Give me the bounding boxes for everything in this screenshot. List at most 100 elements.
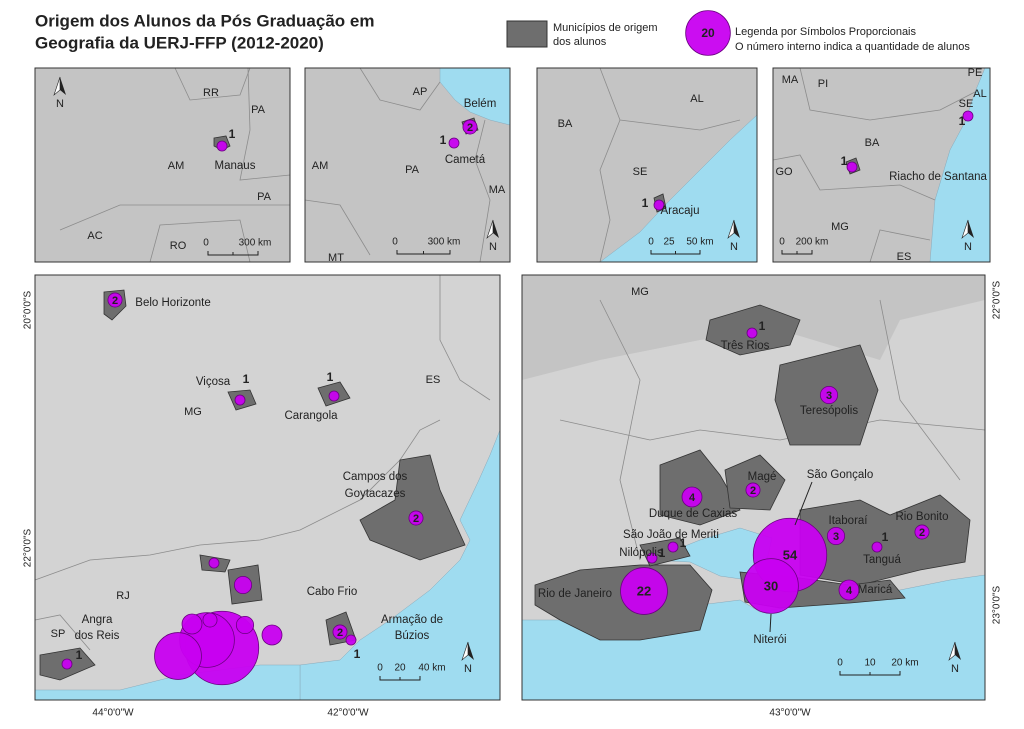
scale-label: 200 km <box>796 237 829 248</box>
north-arrow <box>486 219 494 239</box>
region-label: MA <box>489 184 506 196</box>
proportional-symbol <box>685 10 731 56</box>
title: Origem dos Alunos da Pós Graduação em <box>35 11 374 30</box>
north-label: N <box>464 663 472 675</box>
proportional-symbol <box>181 613 203 635</box>
proportional-symbol <box>408 510 424 526</box>
region-label: AL <box>973 88 986 100</box>
count-label: 4 <box>689 492 696 504</box>
region-label: PA <box>257 191 272 203</box>
proportional-symbol <box>448 137 460 149</box>
scale-label: 20 <box>394 663 406 674</box>
leader-line <box>794 481 813 526</box>
region-label: ES <box>897 251 912 263</box>
scale-label: 40 km <box>418 663 445 674</box>
region-label: RR <box>203 87 219 99</box>
proportional-symbol <box>826 526 846 546</box>
count-label: 30 <box>764 578 778 593</box>
place-label: Angra <box>82 614 113 626</box>
proportional-symbol <box>107 292 123 308</box>
place-label: Manaus <box>215 160 256 172</box>
place-label: Nilópolis <box>619 547 663 559</box>
scale-label: 25 <box>663 237 675 248</box>
north-arrow <box>493 220 499 238</box>
place-label: Belém <box>464 98 497 110</box>
map-frame <box>772 67 991 263</box>
inset-4 <box>772 67 991 263</box>
region-label: AC <box>87 230 102 242</box>
proportional-symbol <box>914 524 930 540</box>
region-label: RO <box>170 240 187 252</box>
region-label: MG <box>831 221 849 233</box>
count-label: 1 <box>76 648 83 662</box>
place-label: São João de Meriti <box>623 529 719 541</box>
region-label: MG <box>631 286 649 298</box>
proportional-symbol <box>154 632 202 680</box>
proportional-symbol <box>745 482 761 498</box>
north-arrow <box>727 219 735 239</box>
region-label: PI <box>818 78 828 90</box>
proportional-symbol <box>746 327 758 339</box>
scale-label: 0 <box>648 237 654 248</box>
proportional-symbol <box>667 541 679 553</box>
scale-label: 0 <box>779 237 785 248</box>
place-label: São Gonçalo <box>807 469 874 481</box>
proportional-symbol <box>681 486 703 508</box>
coordinate-label: 23°0'0"S <box>992 585 1003 624</box>
place-label: Viçosa <box>196 376 231 388</box>
count-label: 1 <box>759 319 766 333</box>
map-frame <box>34 274 501 701</box>
north-label: N <box>951 663 959 675</box>
count-label: 1 <box>354 647 361 661</box>
north-arrow <box>461 641 469 661</box>
proportional-symbol <box>653 199 665 211</box>
inset-2 <box>304 67 511 263</box>
scale-bar <box>379 676 421 681</box>
legend-value: 20 <box>701 26 715 40</box>
legend-text: Legenda por Símbolos Proporcionais <box>735 26 917 38</box>
count-label: 1 <box>243 372 250 386</box>
count-label: 1 <box>229 127 236 141</box>
scale-bar <box>396 250 451 255</box>
count-label: 1 <box>841 154 848 168</box>
scale-label: 0 <box>203 238 209 249</box>
count-label: 3 <box>826 390 832 402</box>
place-label: Teresópolis <box>800 405 858 417</box>
count-label: 2 <box>750 485 756 497</box>
region-label: MT <box>328 252 344 264</box>
count-label: 2 <box>112 295 118 307</box>
proportional-symbol <box>233 575 253 595</box>
proportional-symbol <box>345 634 357 646</box>
north-label: N <box>964 241 972 253</box>
leader-line <box>769 613 772 633</box>
region-label: AL <box>690 93 703 105</box>
place-label: Armação de <box>381 614 443 626</box>
count-label: 3 <box>833 531 839 543</box>
place-label: Niterói <box>753 634 786 646</box>
region-label: SE <box>633 166 648 178</box>
scale-label: 300 km <box>428 237 461 248</box>
region-label: MG <box>184 406 202 418</box>
legend-text: O número interno indica a quantidade de … <box>735 41 970 53</box>
place-label: dos Reis <box>75 630 120 642</box>
map-frame <box>304 67 511 263</box>
region-label: AM <box>168 160 185 172</box>
scale-label: 10 <box>864 658 876 669</box>
proportional-symbol <box>332 624 348 640</box>
count-label: 1 <box>680 536 687 550</box>
place-label: Búzios <box>395 630 430 642</box>
place-label: Riacho de Santana <box>889 171 987 183</box>
region-label: PA <box>251 104 266 116</box>
count-label: 54 <box>783 547 798 562</box>
region-label: AP <box>413 86 428 98</box>
map-frame <box>521 274 986 701</box>
place-label: Cabo Frio <box>307 586 358 598</box>
legend-text: Municípios de origem <box>553 22 658 34</box>
count-label: 2 <box>413 513 419 525</box>
place-label: Campos dos <box>343 471 408 483</box>
scale-label: 50 km <box>686 237 713 248</box>
place-label: Aracaju <box>661 205 700 217</box>
title: Geografia da UERJ-FFP (2012-2020) <box>35 33 324 52</box>
proportional-symbol <box>620 567 668 615</box>
